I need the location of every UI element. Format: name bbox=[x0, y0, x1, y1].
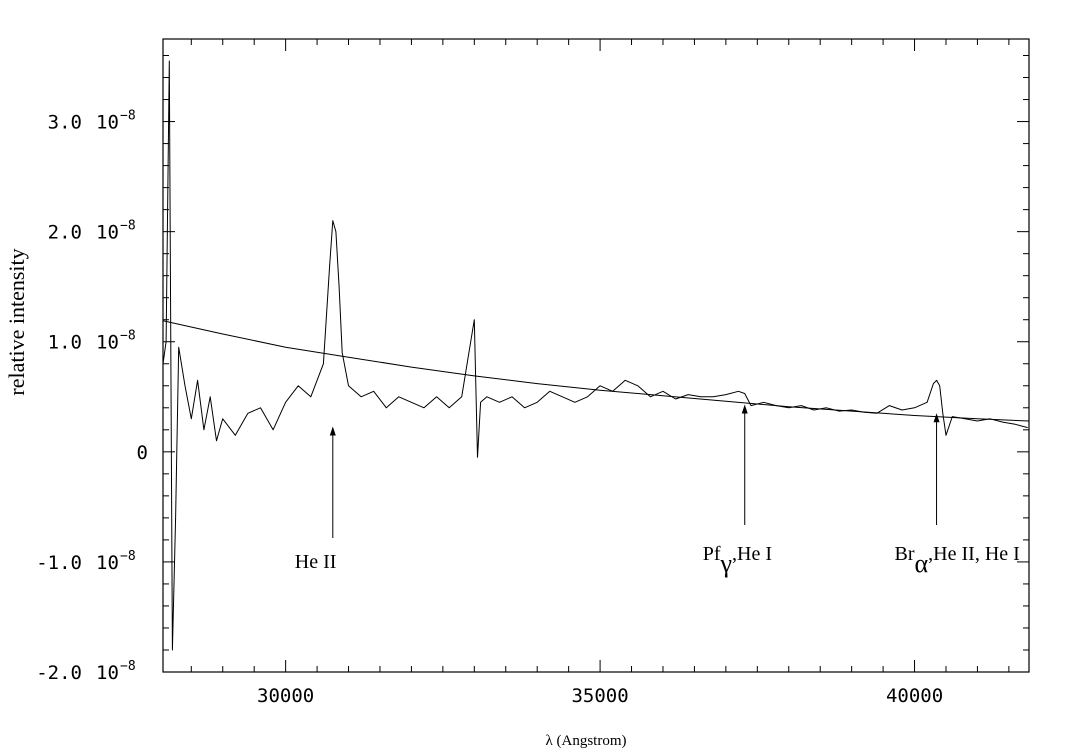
spectrum-line bbox=[162, 60, 1028, 651]
y-tick-label: 0 bbox=[137, 442, 148, 464]
y-tick-label-base: 10 bbox=[96, 552, 119, 574]
annotation-label-main: Br bbox=[895, 543, 915, 565]
annotation-label: He II bbox=[295, 551, 337, 573]
x-tick-label: 35000 bbox=[571, 685, 628, 707]
annotation-label: Pfγ,He I bbox=[703, 543, 772, 578]
y-tick-label-exponent: −8 bbox=[120, 549, 136, 564]
y-tick-label-base: 10 bbox=[96, 332, 119, 354]
y-tick-label: -2.0 bbox=[36, 662, 82, 684]
annotation-label-rest: ,He I bbox=[732, 543, 772, 565]
y-tick-label-base: 10 bbox=[96, 112, 119, 134]
y-tick-label: -1.0 bbox=[36, 552, 82, 574]
annotation-label-subscript: α bbox=[915, 549, 929, 578]
annotation-label-rest: ,He II, He I bbox=[928, 543, 1020, 565]
series-group bbox=[162, 60, 1030, 651]
y-tick-label: 1.0 bbox=[48, 332, 82, 354]
x-axis-label: λ (Angstrom) bbox=[545, 733, 626, 749]
y-tick-label-base: 10 bbox=[96, 222, 119, 244]
x-tick-label: 40000 bbox=[886, 685, 943, 707]
annotation-label-main: He II bbox=[295, 551, 337, 573]
annotation-arrowhead bbox=[329, 426, 336, 436]
y-tick-label-exponent: −8 bbox=[120, 329, 136, 344]
x-tick-labels: 30000 35000 40000 bbox=[257, 685, 943, 707]
annotation-label-main: Pf bbox=[703, 543, 721, 565]
annotations: He II Pfγ,He I Brα,He II, He I bbox=[295, 404, 1020, 578]
continuum-fit-line bbox=[162, 320, 1030, 422]
y-tick-label-exponent: −8 bbox=[120, 109, 136, 124]
annotation-arrowhead bbox=[933, 413, 940, 423]
tick-marks bbox=[163, 39, 1029, 673]
y-tick-label-exponent: −8 bbox=[120, 659, 136, 674]
y-tick-label: 2.0 bbox=[48, 222, 82, 244]
x-tick-label: 30000 bbox=[257, 685, 314, 707]
annotation-label-subscript: γ bbox=[720, 549, 733, 578]
plot-frame bbox=[162, 38, 1030, 673]
y-tick-label: 3.0 bbox=[48, 112, 82, 134]
y-tick-labels: 3.0 10 −82.0 10 −81.0 10 −80-1.0 10 −8-2.0 10 −8 bbox=[36, 109, 148, 684]
annotation-label: Brα,He II, He I bbox=[895, 543, 1020, 578]
y-tick-label-exponent: −8 bbox=[120, 219, 136, 234]
y-axis-label: relative intensity bbox=[4, 248, 29, 395]
y-tick-label-base: 10 bbox=[96, 662, 119, 684]
annotation-arrowhead bbox=[741, 404, 748, 414]
